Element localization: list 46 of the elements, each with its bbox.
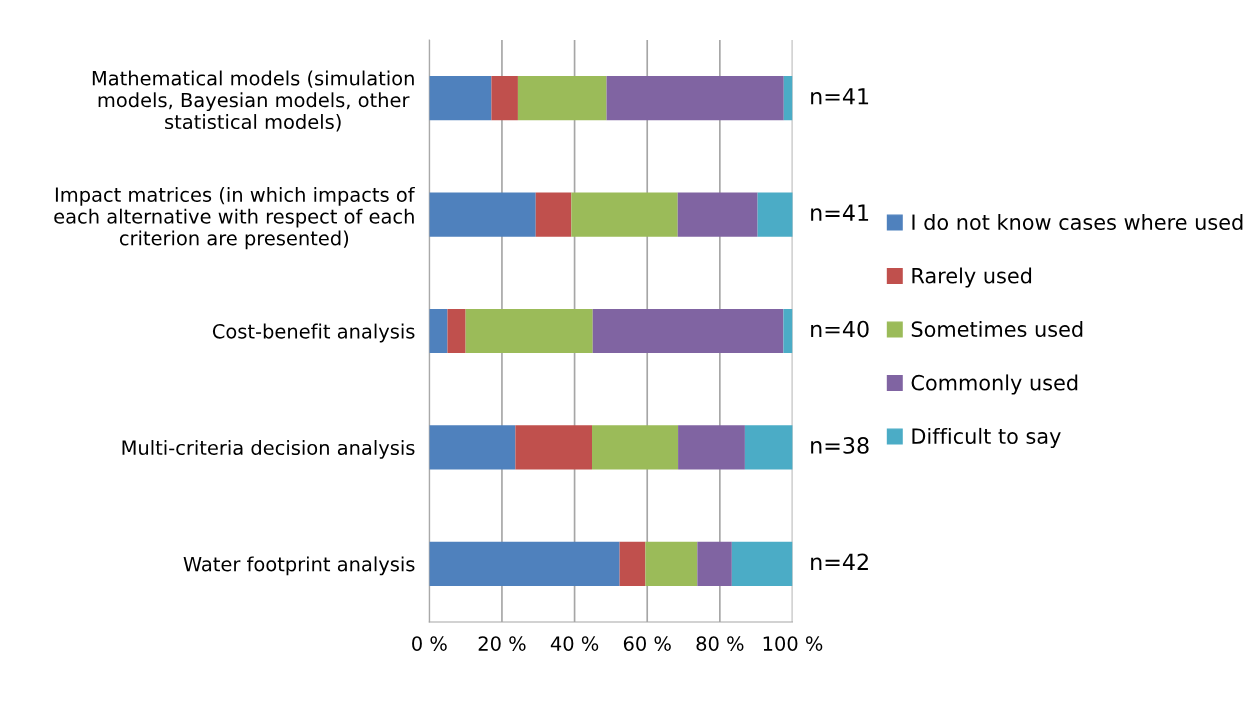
- bar: [744, 425, 793, 470]
- x-tick-label: 80 %: [696, 636, 744, 651]
- text: n=41: [811, 204, 869, 221]
- bar: [429, 76, 492, 121]
- legend-label: Sometimes used: [911, 320, 1083, 338]
- bar: [517, 76, 607, 121]
- bar: [429, 192, 536, 237]
- bar: [697, 541, 732, 586]
- x-tick-label: 20 %: [478, 636, 526, 651]
- bar: [515, 425, 593, 470]
- bar: [429, 541, 620, 586]
- bar: [447, 308, 466, 354]
- legend-label: Commonly used: [911, 374, 1078, 395]
- bar: [731, 541, 793, 586]
- bar: [645, 541, 698, 586]
- bar: [592, 308, 784, 354]
- text: n=41: [811, 88, 869, 105]
- bar: [571, 192, 678, 237]
- bar: [783, 76, 793, 121]
- text: n=38: [811, 437, 869, 454]
- x-tick-label: 60 %: [623, 636, 671, 651]
- bar: [619, 541, 646, 586]
- bar: [757, 192, 793, 237]
- bar: [677, 192, 758, 237]
- x-tick-label: 40 %: [550, 636, 599, 651]
- y-tick-label: Water footprint analysis: [183, 556, 415, 576]
- bar: [606, 76, 784, 121]
- bar: [535, 192, 572, 237]
- bar: [783, 308, 793, 354]
- x-tick-label: 100 %: [763, 636, 823, 651]
- y-tick-label: Impact matrices (in which impacts of each alternative with respect of each criterion are presented): [54, 186, 415, 250]
- y-tick-label: Cost-benefit analysis: [212, 323, 415, 343]
- x-tick-label: 0 %: [412, 636, 447, 651]
- legend-label: Rarely used: [912, 267, 1032, 288]
- text: n=42: [811, 553, 868, 570]
- bar: [592, 425, 679, 470]
- text: n=40: [811, 320, 869, 338]
- y-tick-label: Mathematical models (simulation models, Bayesian models, other statistical models): [92, 70, 414, 132]
- legend-label: Difficult to say: [912, 427, 1061, 449]
- y-tick-label: Multi-criteria decision analysis: [122, 440, 415, 459]
- bar: [465, 308, 593, 354]
- bar: [429, 425, 516, 470]
- bar: [678, 425, 745, 470]
- bar: [491, 76, 518, 121]
- legend-label: I do not know cases where used: [912, 213, 1243, 231]
- bar: [429, 308, 448, 354]
